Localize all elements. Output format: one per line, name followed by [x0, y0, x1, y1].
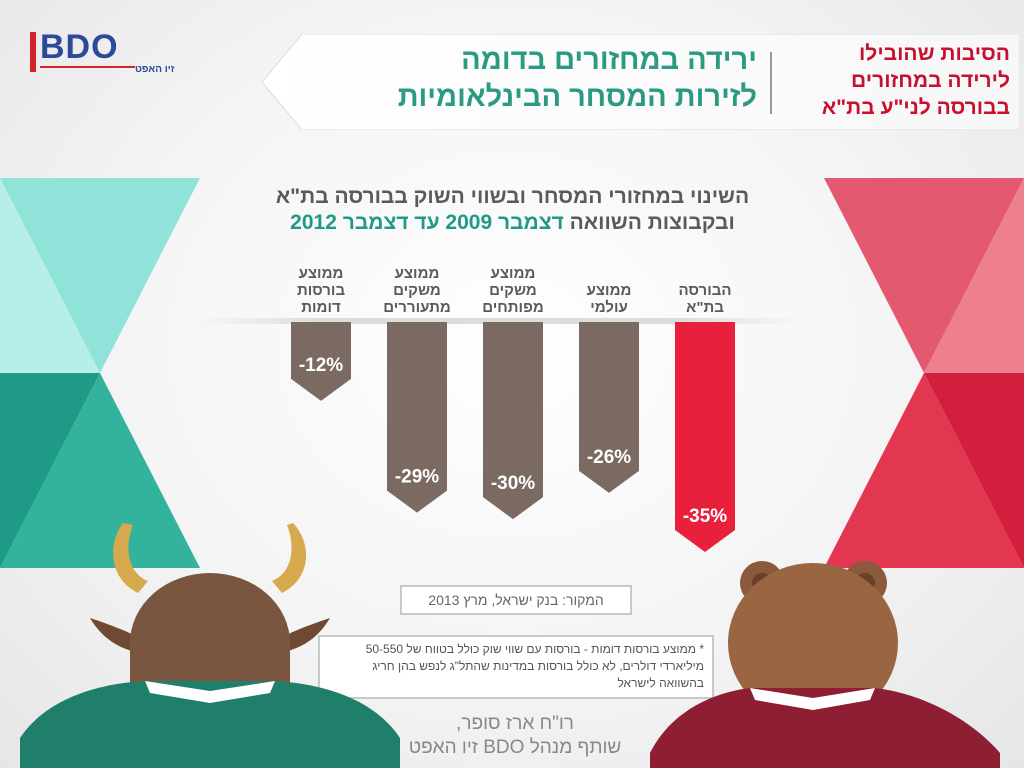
bear-illustration: [650, 561, 1000, 768]
chart-heading: השינוי במחזורי המסחר ובשווי השוק בבורסה …: [215, 184, 810, 236]
bar-value-label-2: -26%: [587, 447, 631, 468]
logo-brand: BDO: [40, 28, 119, 66]
bar-chart: -35%הבורסהבת"א-26%ממוצעעולמי-30%ממוצעמשק…: [200, 265, 800, 552]
bar-value-label-1: -35%: [683, 506, 727, 527]
category-label-4: ממוצע: [395, 265, 440, 282]
chart-heading-prefix: ובקבוצות השוואה: [569, 211, 735, 234]
bar-5: [291, 322, 351, 401]
banner-shape: [262, 34, 1020, 130]
author: רו"ח ארז סופר, שותף מנהל BDO זיו האפט: [360, 712, 670, 760]
category-label-5: ממוצע: [299, 265, 344, 282]
side-title-line1: הסיבות שהובילו: [858, 42, 1010, 65]
category-label-4: מתעוררים: [383, 299, 450, 316]
category-label-4: משקים: [393, 282, 441, 299]
author-title: שותף מנהל BDO זיו האפט: [408, 737, 622, 758]
logo-bar: [30, 32, 36, 72]
main-title-line2: לזירות המסחר הבינלאומיות: [397, 81, 757, 113]
header-banner: ירידה במחזורים בדומה לזירות המסחר הבינלא…: [262, 34, 1020, 130]
category-label-3: ממוצע: [491, 265, 536, 282]
side-title-line2: לירידה במחזורים: [851, 69, 1010, 92]
main-title: ירידה במחזורים בדומה לזירות המסחר הבינלא…: [302, 42, 757, 116]
source-box: המקור: בנק ישראל, מרץ 2013: [400, 585, 632, 615]
red-triangle-decoration: [824, 178, 1024, 568]
logo-underline: [40, 66, 135, 68]
bar-2: [579, 322, 639, 493]
category-label-5: בורסות: [297, 282, 345, 299]
chart-heading-line1: השינוי במחזורי המסחר ובשווי השוק בבורסה …: [275, 185, 750, 208]
side-title: הסיבות שהובילו לירידה במחזורים בבורסה לנ…: [782, 40, 1010, 121]
main-title-line1: ירידה במחזורים בדומה: [461, 44, 757, 76]
logo-subtitle: זיו האפט: [135, 64, 175, 75]
chart-baseline: [200, 318, 800, 324]
bdo-logo: BDO זיו האפט: [30, 28, 190, 78]
bar-value-label-4: -29%: [395, 467, 439, 488]
bar-value-label-5: -12%: [299, 355, 343, 376]
category-label-2: ממוצע: [587, 282, 632, 299]
bull-illustration: [20, 523, 400, 768]
side-title-line3: בבורסה לני"ע בת"א: [821, 96, 1010, 119]
category-label-5: דומות: [301, 299, 341, 316]
category-label-3: מפותחים: [482, 299, 544, 316]
bar-4: [387, 322, 447, 513]
bar-1: [675, 322, 735, 552]
category-label-1: הבורסה: [679, 282, 732, 299]
category-label-3: משקים: [489, 282, 537, 299]
chart-heading-period: דצמבר 2009 עד דצמבר 2012: [290, 211, 564, 234]
category-label-1: בת"א: [686, 299, 724, 316]
teal-triangle-decoration: [0, 178, 200, 568]
chart-heading-line2: ובקבוצות השוואה דצמבר 2009 עד דצמבר 2012: [215, 210, 810, 236]
footnote-box: * ממוצע בורסות דומות - בורסות עם שווי שו…: [318, 635, 714, 699]
category-label-2: עולמי: [590, 299, 628, 316]
bar-value-label-3: -30%: [491, 473, 535, 494]
bar-3: [483, 322, 543, 520]
author-name: רו"ח ארז סופר,: [456, 713, 574, 734]
title-divider: [770, 52, 772, 114]
